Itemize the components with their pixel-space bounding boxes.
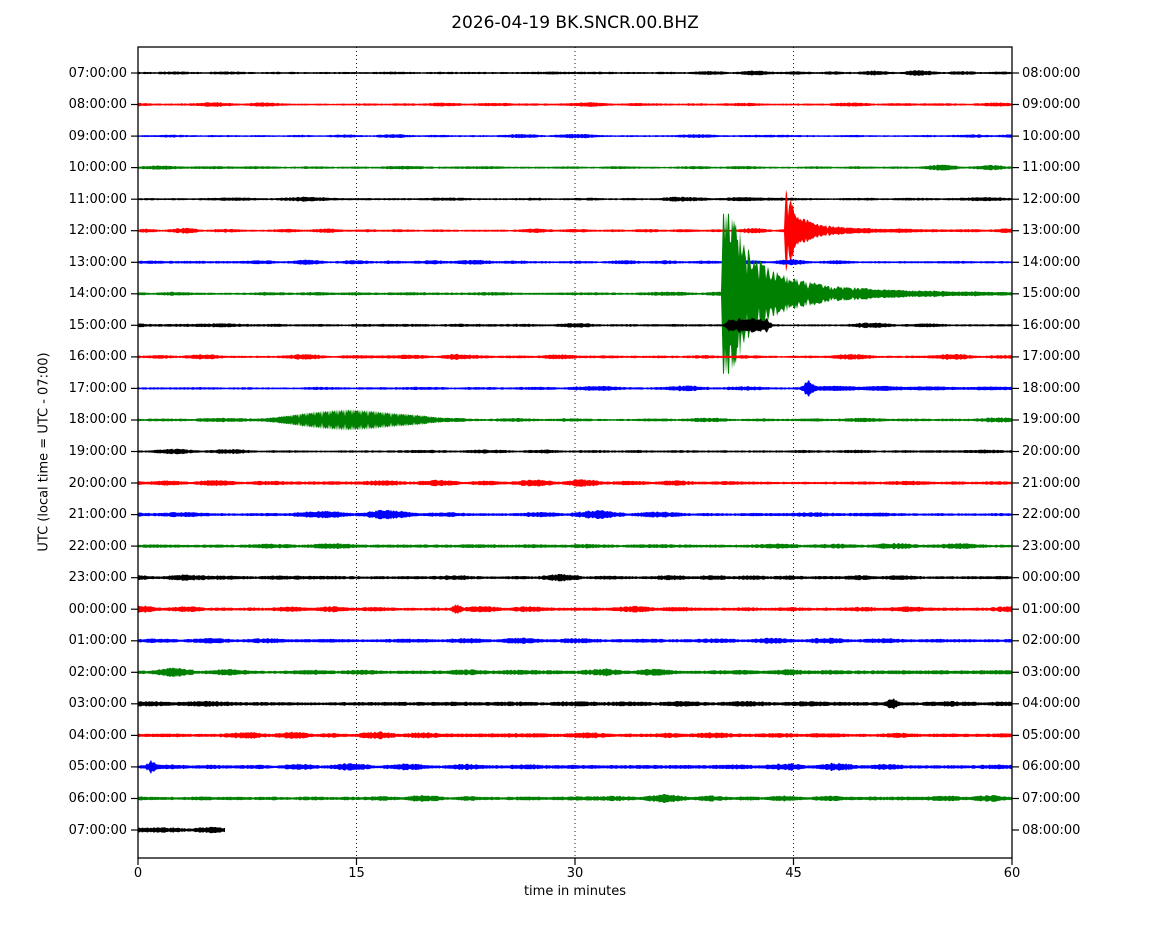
trace-040000 <box>138 731 1012 740</box>
xtick-label: 15 <box>348 866 365 881</box>
row-label-utc: 10:00:00 <box>68 160 127 176</box>
x-axis-label: time in minutes <box>523 884 627 899</box>
row-label-local: 05:00:00 <box>1022 727 1081 743</box>
trace-170000 <box>138 380 1012 397</box>
row-label-utc: 18:00:00 <box>68 412 127 428</box>
row-label-local: 19:00:00 <box>1022 412 1081 428</box>
trace-070000 <box>138 70 1012 76</box>
row-label-utc: 07:00:00 <box>68 822 127 838</box>
row-label-utc: 13:00:00 <box>68 254 127 270</box>
trace-100000 <box>138 164 1012 171</box>
row-label-local: 12:00:00 <box>1022 191 1081 207</box>
trace-150000 <box>138 318 1012 333</box>
row-label-local: 10:00:00 <box>1022 128 1081 144</box>
row-label-local: 18:00:00 <box>1022 380 1081 396</box>
row-label-local: 03:00:00 <box>1022 664 1081 680</box>
row-label-utc: 09:00:00 <box>68 128 127 144</box>
row-label-utc: 01:00:00 <box>68 633 127 649</box>
trace-140000 <box>138 213 1012 374</box>
row-label-local: 06:00:00 <box>1022 759 1081 775</box>
trace-110000 <box>138 196 1012 202</box>
trace-000000 <box>138 604 1012 615</box>
trace-190000 <box>138 448 1012 455</box>
row-label-utc: 22:00:00 <box>68 538 127 554</box>
plot-title: 2026-04-19 BK.SNCR.00.BHZ <box>451 13 699 33</box>
row-label-local: 08:00:00 <box>1022 822 1081 838</box>
row-label-local: 16:00:00 <box>1022 317 1081 333</box>
trace-200000 <box>138 479 1012 487</box>
trace-180000 <box>138 409 1012 431</box>
row-label-utc: 15:00:00 <box>68 317 127 333</box>
xtick-label: 0 <box>133 866 143 881</box>
trace-090000 <box>138 133 1012 139</box>
row-label-local: 04:00:00 <box>1022 696 1081 712</box>
row-label-utc: 03:00:00 <box>68 696 127 712</box>
trace-130000 <box>138 259 1012 266</box>
trace-160000 <box>138 353 1012 360</box>
row-label-local: 08:00:00 <box>1022 65 1081 81</box>
row-label-local: 02:00:00 <box>1022 633 1081 649</box>
trace-010000 <box>138 637 1012 644</box>
row-label-local: 22:00:00 <box>1022 507 1081 523</box>
row-label-utc: 20:00:00 <box>68 475 127 491</box>
row-label-utc: 12:00:00 <box>68 223 127 239</box>
trace-210000 <box>138 509 1012 520</box>
xtick-label: 45 <box>785 866 802 881</box>
row-label-local: 09:00:00 <box>1022 97 1081 113</box>
trace-120000 <box>138 189 1012 272</box>
row-label-utc: 19:00:00 <box>68 444 127 459</box>
xtick-label: 30 <box>566 866 584 881</box>
row-label-utc: 21:00:00 <box>68 507 127 523</box>
row-label-local: 14:00:00 <box>1022 254 1081 270</box>
row-label-local: 11:00:00 <box>1022 160 1081 176</box>
row-label-local: 07:00:00 <box>1022 790 1081 806</box>
trace-060000 <box>138 794 1012 803</box>
row-label-utc: 00:00:00 <box>68 601 127 617</box>
row-label-local: 20:00:00 <box>1022 444 1081 459</box>
row-label-utc: 08:00:00 <box>68 97 127 113</box>
row-label-utc: 07:00:00 <box>68 65 127 81</box>
row-label-local: 21:00:00 <box>1022 475 1081 491</box>
trace-070000 <box>138 826 225 834</box>
trace-020000 <box>138 667 1012 678</box>
xtick-label: 60 <box>1003 866 1021 881</box>
row-label-utc: 11:00:00 <box>68 191 127 207</box>
row-label-utc: 02:00:00 <box>68 664 127 680</box>
row-label-local: 23:00:00 <box>1022 538 1081 554</box>
row-label-utc: 14:00:00 <box>68 286 127 302</box>
row-label-local: 01:00:00 <box>1022 601 1081 617</box>
row-label-utc: 23:00:00 <box>68 570 127 586</box>
row-label-local: 17:00:00 <box>1022 349 1081 365</box>
trace-220000 <box>138 542 1012 550</box>
row-label-utc: 04:00:00 <box>68 727 127 743</box>
row-label-local: 15:00:00 <box>1022 286 1081 302</box>
row-label-utc: 06:00:00 <box>68 790 127 806</box>
row-label-utc: 05:00:00 <box>68 759 127 775</box>
trace-030000 <box>138 698 1012 710</box>
trace-230000 <box>138 573 1012 582</box>
row-label-utc: 16:00:00 <box>68 349 127 365</box>
row-label-local: 13:00:00 <box>1022 223 1081 239</box>
row-label-local: 00:00:00 <box>1022 570 1081 586</box>
trace-080000 <box>138 102 1012 107</box>
trace-050000 <box>138 759 1012 774</box>
row-label-utc: 17:00:00 <box>68 380 127 396</box>
